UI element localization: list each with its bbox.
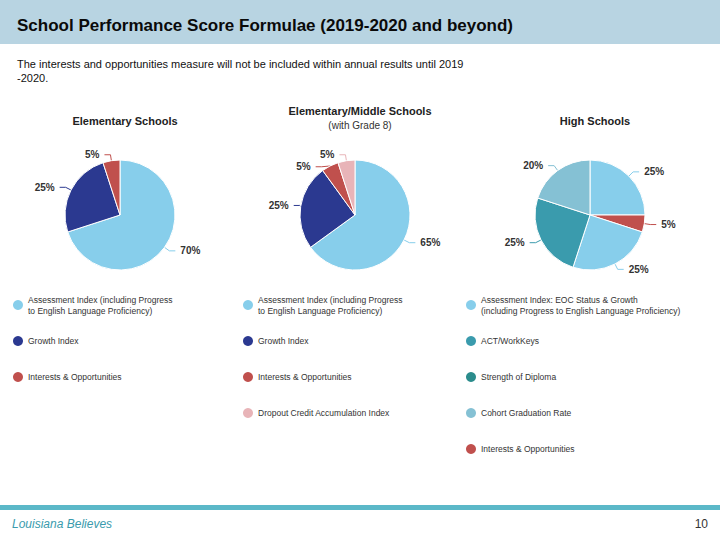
svg-text:-2020.: -2020.	[17, 72, 48, 84]
svg-text:The interests and opportunitie: The interests and opportunities measure …	[17, 58, 463, 70]
svg-text:Growth Index: Growth Index	[258, 336, 309, 346]
svg-text:5%: 5%	[320, 149, 335, 160]
svg-text:Assessment Index: EOC Status &: Assessment Index: EOC Status & Growth	[481, 295, 638, 305]
svg-text:(with Grade 8): (with Grade 8)	[328, 120, 391, 131]
svg-text:Strength of Diploma: Strength of Diploma	[481, 372, 556, 382]
svg-text:70%: 70%	[180, 245, 200, 256]
svg-text:Louisiana Believes: Louisiana Believes	[12, 517, 112, 531]
svg-text:25%: 25%	[644, 166, 664, 177]
svg-text:to English Language Proficienc: to English Language Proficiency)	[258, 306, 382, 316]
svg-text:(including Progress to English: (including Progress to English Language …	[481, 306, 681, 316]
svg-text:25%: 25%	[269, 200, 289, 211]
svg-text:Interests & Opportunities: Interests & Opportunities	[258, 372, 352, 382]
svg-text:5%: 5%	[85, 149, 100, 160]
svg-text:Interests & Opportunities: Interests & Opportunities	[481, 444, 575, 454]
svg-text:25%: 25%	[505, 237, 525, 248]
svg-text:Elementary/Middle Schools: Elementary/Middle Schools	[288, 105, 431, 117]
svg-text:25%: 25%	[35, 182, 55, 193]
svg-text:Assessment Index (including Pr: Assessment Index (including Progress	[258, 295, 403, 305]
svg-text:Assessment Index (including Pr: Assessment Index (including Progress	[28, 295, 173, 305]
svg-text:Interests & Opportunities: Interests & Opportunities	[28, 372, 122, 382]
svg-text:20%: 20%	[523, 160, 543, 171]
svg-text:5%: 5%	[296, 161, 311, 172]
svg-text:Dropout Credit Accumulation In: Dropout Credit Accumulation Index	[258, 408, 390, 418]
svg-text:Growth Index: Growth Index	[28, 336, 79, 346]
svg-text:School Performance Score Formu: School Performance Score Formulae (2019-…	[17, 16, 513, 35]
svg-text:65%: 65%	[420, 237, 440, 248]
svg-text:High Schools: High Schools	[560, 115, 630, 127]
svg-text:Elementary Schools: Elementary Schools	[72, 115, 177, 127]
svg-text:25%: 25%	[629, 264, 649, 275]
svg-text:Cohort Graduation Rate: Cohort Graduation Rate	[481, 408, 572, 418]
svg-text:10: 10	[695, 517, 709, 531]
svg-text:5%: 5%	[661, 219, 676, 230]
svg-text:to English Language Proficienc: to English Language Proficiency)	[28, 306, 152, 316]
svg-text:ACT/WorkKeys: ACT/WorkKeys	[481, 336, 539, 346]
